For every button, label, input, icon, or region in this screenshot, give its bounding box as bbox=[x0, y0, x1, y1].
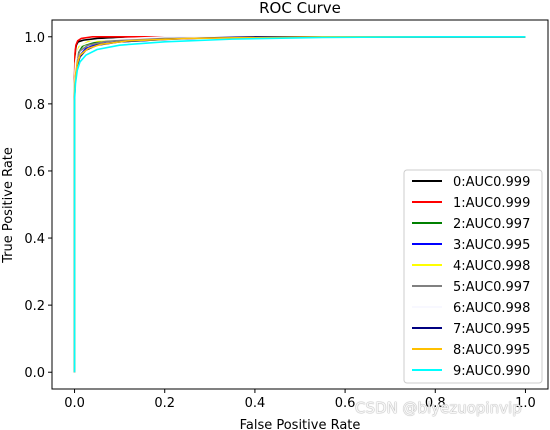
y-tick-label: 0.0 bbox=[24, 366, 45, 381]
y-tick-label: 0.6 bbox=[24, 165, 45, 180]
y-tick-label: 0.8 bbox=[24, 98, 45, 113]
series-lines bbox=[73, 35, 526, 373]
x-tick-label: 0.4 bbox=[245, 396, 266, 411]
roc-line-series-9 bbox=[73, 35, 526, 373]
x-tick-label: 0.8 bbox=[425, 396, 446, 411]
legend: 0:AUC0.999 1:AUC0.999 2:AUC0.997 3:AUC0.995… bbox=[403, 169, 543, 384]
legend-label: 3:AUC0.995 bbox=[453, 238, 530, 253]
legend-label: 6:AUC0.998 bbox=[453, 301, 530, 316]
x-tick-label: 0.6 bbox=[335, 396, 356, 411]
legend-label: 4:AUC0.998 bbox=[453, 259, 530, 274]
y-tick-label: 0.2 bbox=[24, 299, 45, 314]
legend-label: 9:AUC0.990 bbox=[453, 364, 530, 379]
y-tick-label: 1.0 bbox=[24, 31, 45, 46]
plot-border bbox=[51, 19, 549, 390]
x-tick-label: 0.0 bbox=[64, 396, 85, 411]
watermark: CSDN @biyezuopinvip bbox=[355, 399, 522, 417]
x-axis-label: False Positive Rate bbox=[240, 418, 361, 430]
legend-label: 7:AUC0.995 bbox=[453, 322, 530, 337]
legend-label: 1:AUC0.999 bbox=[453, 196, 530, 211]
legend-label: 5:AUC0.997 bbox=[453, 280, 530, 295]
y-tick-label: 0.4 bbox=[24, 232, 45, 247]
x-tick-label: 0.2 bbox=[154, 396, 175, 411]
legend-label: 8:AUC0.995 bbox=[453, 343, 530, 358]
chart-title: ROC Curve bbox=[259, 0, 341, 17]
legend-label: 0:AUC0.999 bbox=[453, 175, 530, 190]
legend-label: 2:AUC0.997 bbox=[453, 217, 530, 232]
y-axis-label: True Positive Rate bbox=[1, 147, 16, 264]
x-tick-label: 1.0 bbox=[515, 396, 536, 411]
axis-ticks: 0.0 0.2 0.4 0.6 0.8 1.0 0.0 0.2 0.4 0.6 0.8 1.0 bbox=[24, 31, 535, 411]
